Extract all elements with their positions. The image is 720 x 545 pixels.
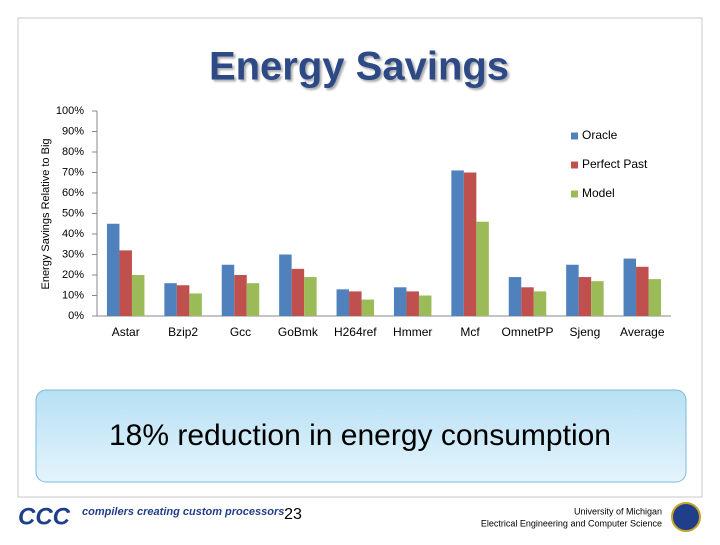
bar — [291, 268, 305, 316]
legend-label: Oracle — [582, 128, 618, 142]
legend-label: Perfect Past — [582, 157, 648, 171]
bar — [189, 293, 202, 316]
bar — [418, 295, 432, 316]
bar — [566, 264, 579, 316]
footer-logo: CCC — [18, 503, 71, 530]
bar — [279, 254, 292, 316]
y-tick-label: 80% — [62, 146, 84, 158]
y-tick-label: 20% — [62, 269, 84, 281]
bar — [451, 170, 464, 316]
bar — [648, 279, 662, 316]
bar — [521, 287, 534, 316]
bar — [221, 264, 235, 316]
x-tick-label: OmnetPP — [501, 325, 553, 339]
x-tick-label: Astar — [112, 325, 140, 339]
department: Electrical Engineering and Computer Scie… — [481, 518, 662, 528]
bar — [106, 223, 120, 316]
bar — [119, 250, 132, 316]
bar — [533, 291, 547, 316]
x-tick-label: Average — [620, 325, 665, 339]
bar — [304, 277, 317, 316]
bar — [406, 291, 419, 316]
x-tick-label: Hmmer — [393, 325, 432, 339]
x-tick-label: Mcf — [460, 325, 480, 339]
bar — [578, 277, 592, 316]
callout-box — [35, 389, 687, 483]
y-tick-label: 60% — [62, 187, 84, 199]
bar — [246, 283, 260, 316]
y-tick-label: 40% — [62, 228, 84, 240]
bar — [361, 299, 375, 316]
bar — [336, 289, 350, 316]
footer-tagline: compilers creating custom processors — [82, 506, 284, 518]
x-tick-label: H264ref — [334, 325, 377, 339]
bar — [476, 221, 489, 316]
y-axis-label: Energy Savings Relative to Big — [40, 138, 52, 289]
bar — [131, 275, 145, 316]
bar — [463, 172, 477, 316]
callout-text: 18% reduction in energy consumption — [109, 419, 611, 452]
bar — [636, 266, 649, 316]
university: University of Michigan — [574, 506, 662, 516]
bar — [164, 283, 177, 316]
page-number: 23 — [284, 506, 302, 523]
legend-swatch — [571, 161, 578, 169]
y-tick-label: 30% — [62, 248, 84, 260]
y-tick-label: 90% — [62, 125, 84, 137]
y-tick-label: 70% — [62, 166, 84, 178]
bar — [393, 287, 407, 316]
y-tick-label: 100% — [56, 105, 84, 117]
y-tick-label: 10% — [62, 289, 84, 301]
bar — [508, 277, 522, 316]
bar — [349, 291, 362, 316]
x-tick-label: Bzip2 — [168, 325, 198, 339]
seal — [671, 502, 701, 532]
y-tick-label: 50% — [62, 207, 84, 219]
legend-label: Model — [582, 186, 615, 200]
x-tick-label: GoBmk — [278, 325, 319, 339]
plot: 0% 10% 20% 30% 40% 50% 60% 70% 80% 90% 100% Astar Bz… — [56, 105, 671, 339]
chart-title: Energy Savings — [209, 45, 509, 89]
legend-swatch — [571, 132, 578, 140]
bar — [176, 285, 190, 316]
bar — [623, 258, 637, 316]
legend-swatch — [571, 190, 578, 198]
bar — [591, 281, 604, 316]
x-tick-label: Gcc — [230, 325, 251, 339]
y-tick-label: 0% — [68, 310, 84, 322]
x-tick-label: Sjeng — [570, 325, 601, 339]
bar — [234, 275, 247, 316]
